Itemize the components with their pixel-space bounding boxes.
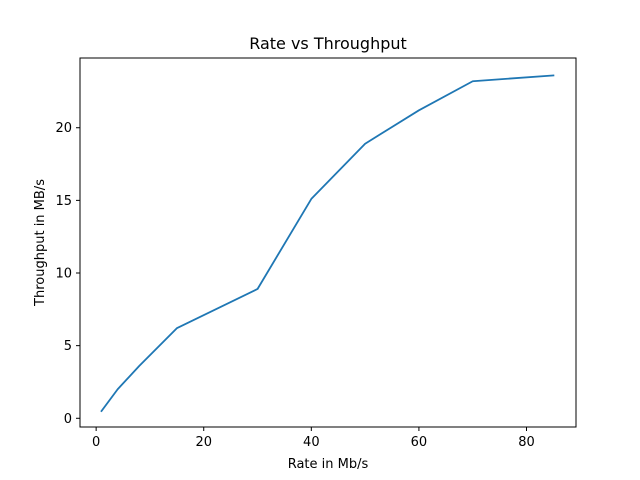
data-point — [418, 110, 419, 111]
y-tick-label: 10 — [55, 267, 72, 282]
y-tick-label: 0 — [64, 412, 72, 427]
y-axis-label: Throughput in MB/s — [33, 179, 48, 307]
series-layer — [100, 74, 555, 413]
x-tick-label: 0 — [92, 435, 100, 450]
x-tick-label: 20 — [195, 435, 212, 450]
data-point — [311, 198, 312, 199]
x-tick-label: 80 — [518, 435, 535, 450]
axes-frame — [79, 57, 577, 428]
data-point — [176, 328, 177, 329]
y-tick-label: 5 — [64, 339, 72, 354]
data-point — [553, 75, 554, 76]
data-point — [472, 81, 473, 82]
y-axis: 0 5 10 15 20 — [55, 121, 80, 427]
x-tick-label: 60 — [411, 435, 428, 450]
x-tick-label: 40 — [303, 435, 320, 450]
data-point — [257, 288, 258, 289]
plot-area: 0 20 40 60 80 0 5 10 15 20 — [55, 57, 577, 450]
y-tick-label: 20 — [55, 121, 72, 136]
x-axis: 0 20 40 60 80 — [92, 427, 535, 450]
x-axis-label: Rate in Mb/s — [288, 457, 369, 472]
y-tick-label: 15 — [55, 194, 72, 209]
data-point — [139, 365, 140, 366]
data-point — [117, 389, 118, 390]
data-point — [365, 143, 366, 144]
data-point — [101, 410, 102, 411]
chart-title: Rate vs Throughput — [249, 34, 407, 53]
series-line — [100, 74, 555, 413]
